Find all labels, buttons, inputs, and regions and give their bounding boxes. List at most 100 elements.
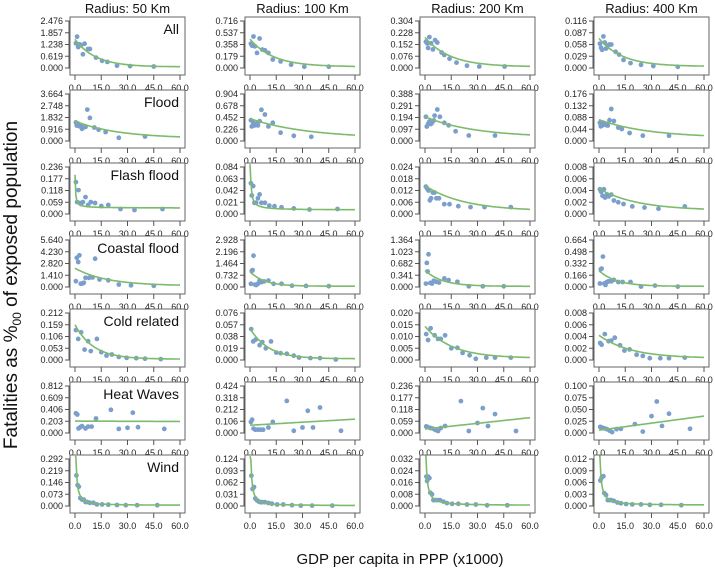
y-tick-label: 0.124 [215,454,238,464]
y-tick-label: 0.032 [390,454,413,464]
fit-curve [249,456,355,507]
plot-frame [593,162,710,222]
x-tick-label: 45.0 [320,229,338,239]
y-tick-label: 0.031 [215,489,238,499]
y-tick-label: 0.304 [390,16,413,26]
y-tick-label: 0.000 [390,136,413,146]
y-tick-label: 1.464 [215,259,238,269]
data-point [428,325,433,331]
y-axis-title-after: of exposed population [1,121,22,312]
column-title: Radius: 200 Km [431,1,524,16]
x-tick-label: 0.0 [244,375,257,385]
data-point [301,64,307,70]
y-tick-label: 0.000 [40,501,63,511]
x-tick-label: 45.0 [145,83,163,93]
data-point [108,407,114,413]
data-point [88,348,94,354]
x-tick-label: 15.0 [442,302,460,312]
x-tick-label: 0.0 [593,156,606,166]
y-tick-label: 0.498 [564,247,587,257]
x-tick-label: 30.0 [643,229,661,239]
fit-curve [598,334,704,359]
y-tick-label: 0.018 [390,174,413,184]
data-point [434,40,440,45]
x-tick-label: 15.0 [442,83,460,93]
y-tick-label: 1.023 [390,247,413,257]
x-tick-label: 60.0 [346,448,364,458]
row-label: Wind [147,459,179,475]
x-tick-label: 0.0 [419,156,432,166]
y-tick-label: 2.476 [40,16,63,26]
fit-curve [598,37,704,67]
column-title: Radius: 400 Km [605,1,698,16]
x-tick-label: 30.0 [469,302,487,312]
data-point [116,282,122,287]
fit-curve [598,270,704,288]
x-tick-label: 60.0 [521,156,539,166]
row-label: Cold related [104,313,180,329]
y-tick-label: 0.021 [215,197,238,207]
data-point [458,398,464,404]
data-point [650,63,656,69]
y-tick-label: 0.000 [564,63,587,73]
y-tick-label: 0.203 [40,416,63,426]
data-point [434,107,440,112]
x-tick-label: 0.0 [69,156,82,166]
x-tick-label: 30.0 [119,521,137,531]
x-tick-label: 45.0 [669,448,687,458]
data-point [132,207,137,213]
x-tick-label: 60.0 [695,229,713,239]
data-point [83,194,88,200]
x-tick-label: 30.0 [469,229,487,239]
data-point [659,423,665,429]
x-tick-label: 30.0 [294,448,312,458]
column-title: Radius: 50 Km [85,1,170,16]
y-tick-label: 2.748 [40,101,63,111]
data-point [268,339,274,344]
x-tick-label: 0.0 [593,521,606,531]
data-point [460,350,465,356]
x-tick-label: 30.0 [643,156,661,166]
y-tick-label: 0.073 [40,489,63,499]
y-axis-title-sub: 00 [10,312,24,326]
data-point [599,47,605,53]
y-tick-label: 0.159 [40,320,63,330]
x-tick-label: 45.0 [669,83,687,93]
y-tick-label: 0.176 [564,89,587,99]
data-point [270,57,276,62]
x-tick-label: 60.0 [521,83,539,93]
data-point [599,266,604,271]
data-point [427,475,432,481]
y-tick-label: 0.000 [390,428,413,438]
y-tick-label: 0.619 [40,51,63,61]
x-tick-label: 60.0 [171,521,189,531]
x-tick-label: 15.0 [267,521,285,531]
data-point [611,198,617,203]
y-tick-label: 0.118 [41,186,63,196]
data-point [473,356,479,362]
y-tick-label: 0.179 [215,51,238,61]
y-tick-label: 0.000 [215,136,238,146]
y-tick-label: 0.053 [40,343,63,353]
y-tick-label: 0.118 [391,405,413,415]
data-point [317,405,323,410]
data-point [92,256,98,262]
data-point [89,424,94,429]
y-tick-label: 0.062 [215,478,238,488]
x-tick-label: 0.0 [69,521,82,531]
fit-curve [424,325,530,359]
data-point [161,426,167,432]
x-tick-label: 60.0 [695,302,713,312]
y-tick-label: 0.537 [215,28,238,38]
fit-curve [74,174,180,209]
data-point [657,355,663,361]
x-tick-label: 0.0 [244,156,257,166]
data-point [251,253,256,259]
fit-curve [249,328,355,360]
fit-curve [74,120,181,138]
x-tick-label: 45.0 [669,302,687,312]
